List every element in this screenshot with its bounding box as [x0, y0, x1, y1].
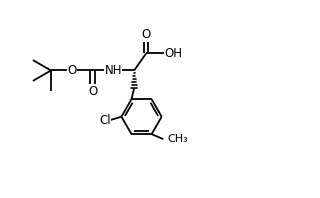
Text: CH₃: CH₃ — [167, 134, 188, 144]
Text: O: O — [88, 85, 97, 98]
Text: Cl: Cl — [99, 113, 111, 127]
Text: O: O — [67, 64, 76, 77]
Text: OH: OH — [164, 47, 182, 60]
Text: NH: NH — [105, 64, 122, 77]
Text: O: O — [141, 28, 151, 41]
